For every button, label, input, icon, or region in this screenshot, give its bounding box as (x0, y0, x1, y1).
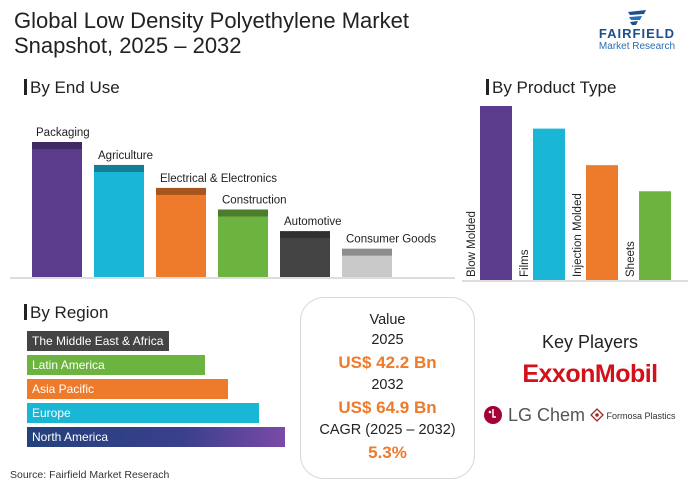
product-bar (586, 165, 618, 280)
value-2025: US$ 42.2 Bn (338, 353, 437, 372)
brand-subtitle: Market Research (598, 41, 676, 52)
product-label: Films (519, 249, 531, 277)
product-type-title: By Product Type (486, 78, 616, 98)
end-use-bar (156, 193, 206, 277)
player-formosa-logo: Formosa Plastics (590, 408, 676, 422)
end-use-bar (342, 254, 392, 277)
end-use-label: Agriculture (98, 150, 153, 162)
region-label: The Middle East & Africa (32, 334, 164, 348)
end-use-bar-cap (94, 164, 144, 172)
brand-logo: FAIRFIELD Market Research (588, 8, 686, 54)
key-players-title: Key Players (541, 332, 639, 352)
cagr-value: 5.3% (368, 443, 407, 462)
end-use-bar (218, 215, 268, 277)
end-use-bar-cap (280, 231, 330, 239)
end-use-bar-cap (342, 248, 392, 256)
brand-name: FAIRFIELD (598, 26, 676, 41)
product-bar (480, 106, 512, 280)
end-use-title: By End Use (24, 78, 120, 98)
source-note: Source: Fairfield Market Reserach (10, 469, 170, 481)
value-heading: Value (369, 312, 406, 328)
player-exxonmobil-logo: ExxonMobil (522, 360, 658, 388)
lgchem-label: LG Chem (508, 405, 586, 425)
title-line-1: Global Low Density Polyethylene Market (14, 8, 409, 33)
brand-mark-icon (628, 10, 646, 25)
title-line-2: Snapshot, 2025 – 2032 (14, 33, 242, 58)
end-use-bar (94, 170, 144, 277)
region-bar: North America (27, 427, 285, 447)
region-label: North America (32, 430, 109, 444)
product-label: Injection Molded (572, 193, 584, 277)
region-label: Asia Pacific (32, 382, 95, 396)
region-title: By Region (24, 303, 108, 323)
product-label: Blow Molded (466, 211, 478, 277)
product-label: Sheets (625, 241, 637, 277)
end-use-label: Construction (222, 195, 287, 207)
end-use-chart: Packaging Agriculture Electrical & Electro… (10, 127, 455, 279)
region-label: Europe (32, 406, 71, 420)
formosa-mark-icon (590, 408, 604, 422)
end-use-label: Automotive (284, 216, 342, 228)
product-bar (639, 191, 671, 280)
product-bar (533, 128, 565, 280)
formosa-label: Formosa Plastics (606, 411, 676, 421)
end-use-bar-cap (156, 187, 206, 195)
end-use-label: Electrical & Electronics (160, 173, 277, 185)
region-bar: Asia Pacific (27, 379, 229, 399)
player-lgchem-logo: LG Chem (483, 405, 585, 426)
region-bar: The Middle East & Africa (27, 331, 169, 351)
value-year-2032: 2032 (371, 377, 404, 393)
value-2032: US$ 64.9 Bn (338, 398, 437, 417)
end-use-label: Consumer Goods (346, 234, 436, 246)
lg-circle-icon (484, 406, 502, 424)
end-use-bar-cap (218, 209, 268, 217)
end-use-bar-cap (32, 142, 82, 149)
product-type-chart: Blow Molded Films Injection Molded Sheets (462, 106, 688, 282)
region-bar: Latin America (27, 355, 206, 375)
region-bar: Europe (27, 403, 260, 423)
value-year-2025: 2025 (371, 332, 404, 348)
cagr-label: CAGR (2025 – 2032) (319, 422, 456, 438)
region-label: Latin America (32, 358, 105, 372)
page-title: Global Low Density Polyethylene Market S… (14, 8, 514, 58)
end-use-label: Packaging (36, 127, 90, 139)
end-use-bar (32, 148, 82, 277)
end-use-bar (280, 237, 330, 277)
region-chart: The Middle East & Africa Latin America Asi… (0, 328, 300, 448)
value-summary-card: Value 2025 US$ 42.2 Bn 2032 US$ 64.9 Bn … (300, 297, 475, 479)
